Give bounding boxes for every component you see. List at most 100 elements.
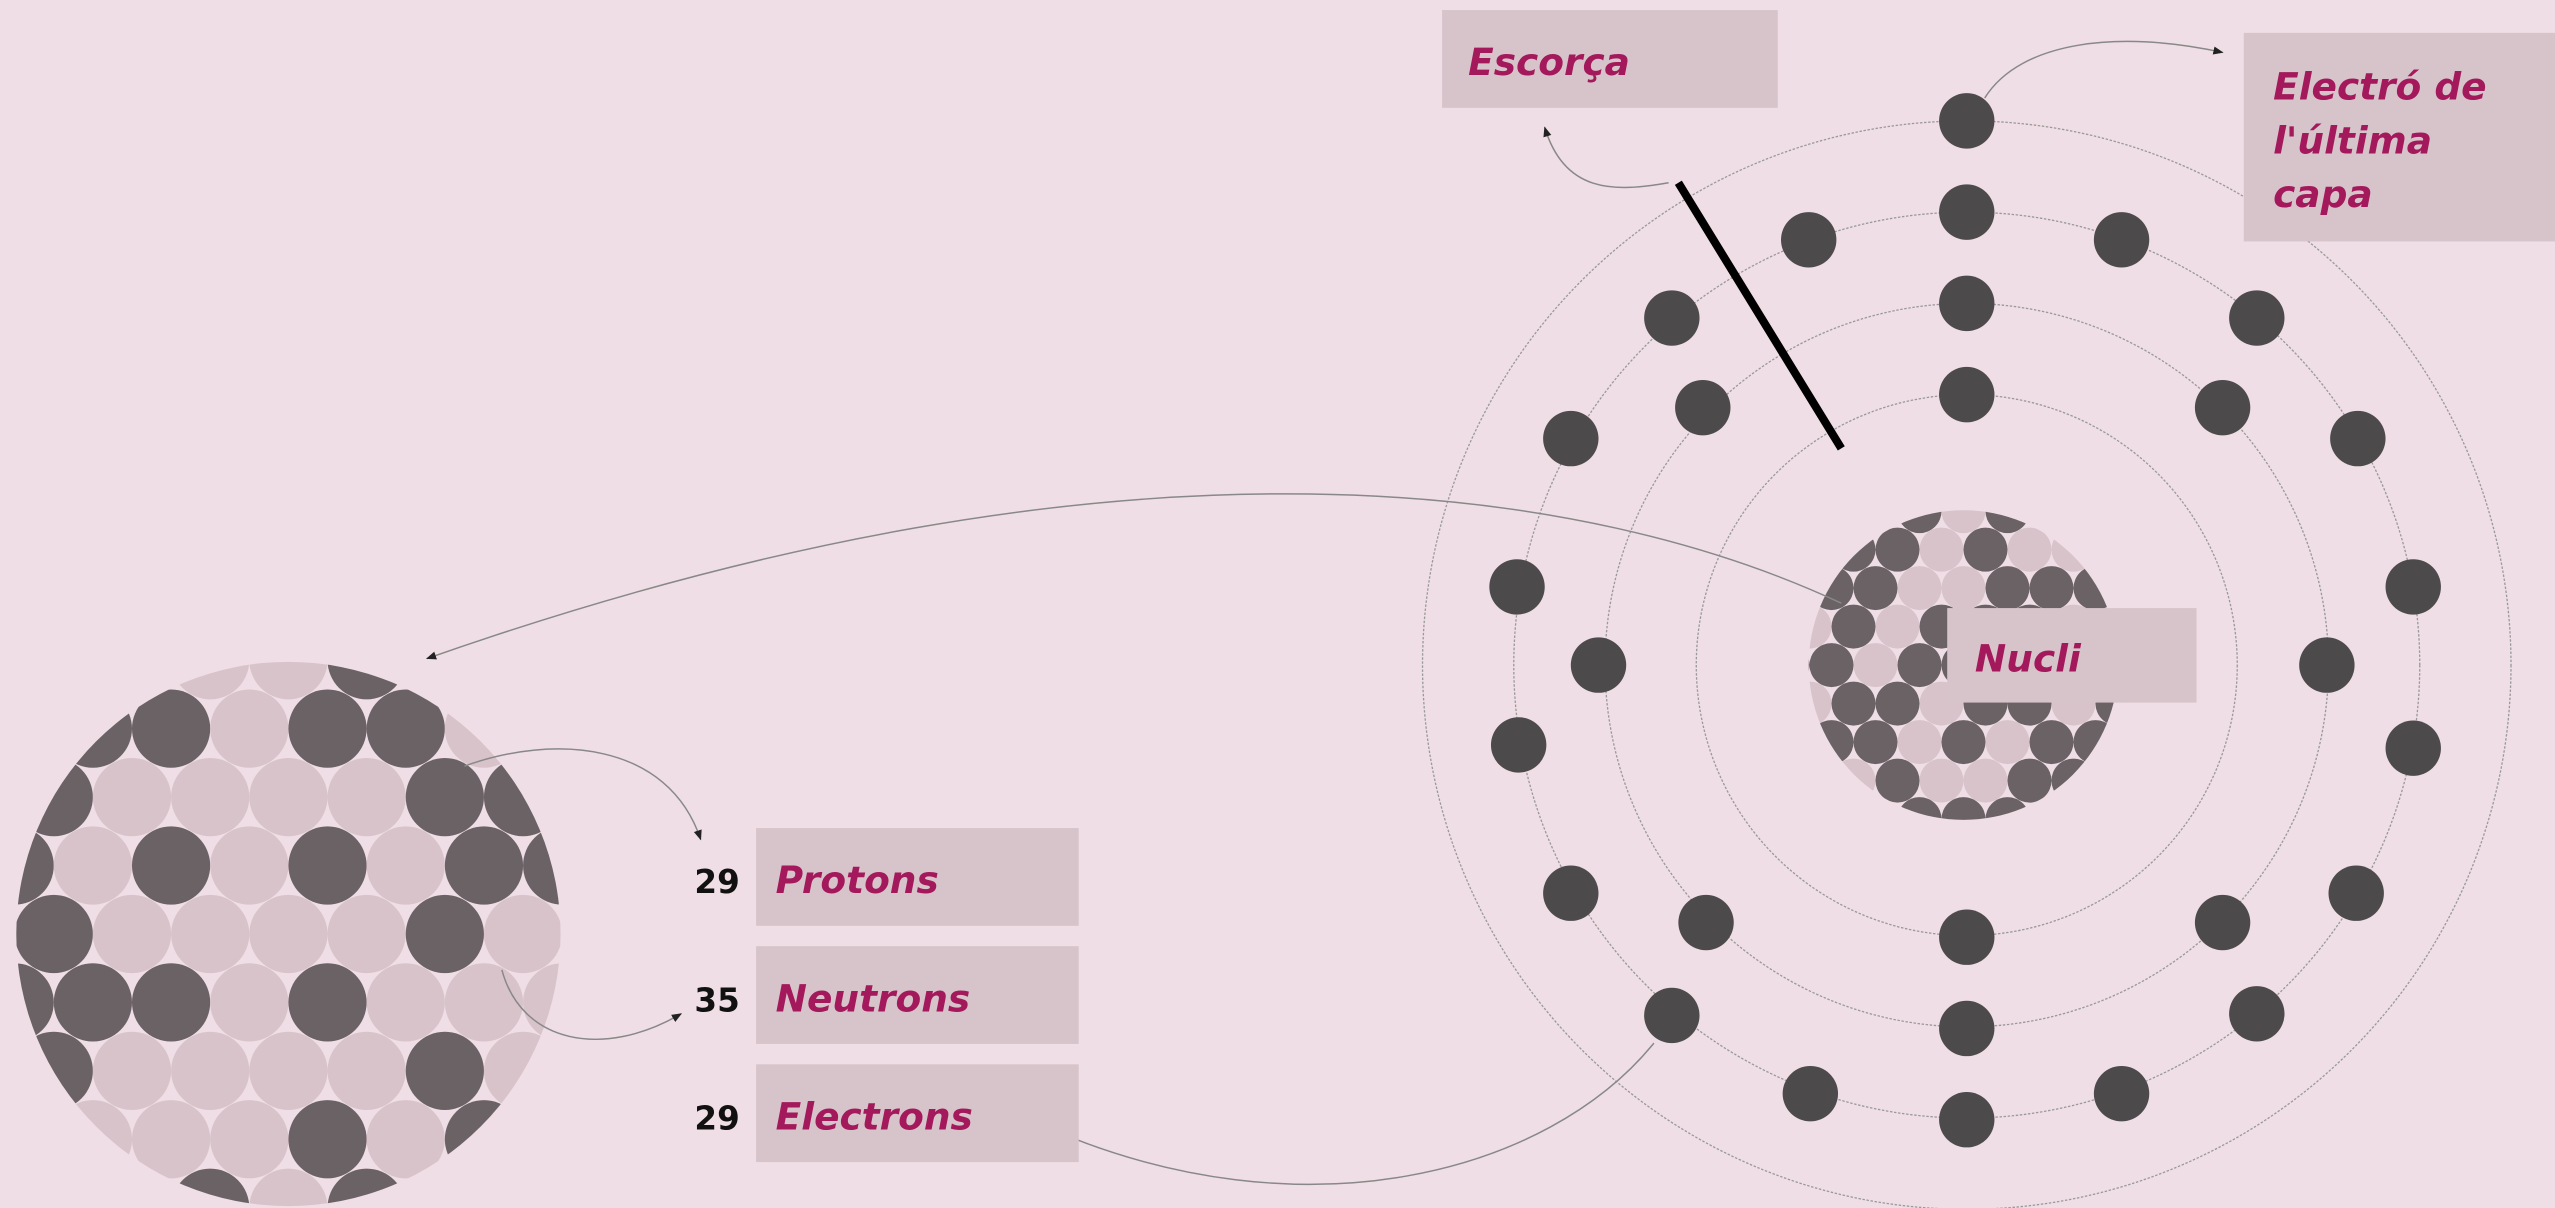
electron: [2194, 379, 2251, 436]
neutron: [92, 757, 172, 837]
proton: [366, 689, 445, 768]
proton: [1831, 604, 1876, 649]
electron: [2385, 559, 2441, 615]
label-box: [756, 1064, 1079, 1163]
neutron: [366, 826, 445, 905]
particle-count: 29: [694, 863, 739, 901]
proton: [1875, 681, 1920, 726]
proton: [2029, 566, 2074, 611]
proton: [16, 894, 93, 974]
proton: [405, 1031, 484, 1110]
neutron: [249, 1031, 328, 1110]
neutron: [53, 826, 132, 905]
neutron: [1853, 643, 1898, 688]
neutron: [1875, 604, 1920, 649]
neutron: [327, 757, 406, 837]
electron: [1678, 894, 1734, 951]
proton: [1985, 566, 2030, 611]
electrons: [1489, 93, 2441, 1148]
particle-list: 29 Protons 35 Neutrons 29 Electrons: [694, 828, 1079, 1163]
electron: [2385, 720, 2441, 776]
neutron: [444, 963, 524, 1042]
neutron: [1941, 510, 1986, 534]
neutron: [483, 894, 561, 974]
electron: [1939, 275, 1995, 332]
neutron: [171, 1031, 250, 1110]
electron: [1939, 93, 1995, 149]
label-box: [756, 828, 1079, 926]
particle-name: Protons: [776, 858, 939, 902]
electron: [1490, 717, 1547, 773]
proton: [1809, 643, 1854, 688]
neutron: [171, 894, 250, 974]
electron: [1675, 379, 1731, 436]
electron: [1781, 212, 1837, 268]
proton: [1963, 527, 2008, 572]
neutron: [249, 894, 328, 974]
proton: [288, 826, 367, 905]
nucleus-label: Nucli: [1975, 637, 2082, 681]
neutron: [249, 757, 328, 837]
electron: [1543, 410, 1599, 467]
neutron: [366, 1100, 445, 1179]
proton: [405, 757, 484, 837]
proton: [1875, 527, 1920, 572]
proton: [2007, 758, 2052, 803]
neutron: [523, 963, 561, 1042]
particle-name: Neutrons: [776, 976, 971, 1020]
electron: [1939, 909, 1995, 965]
electron-label: capa: [2273, 172, 2373, 216]
neutron: [92, 894, 172, 974]
neutron: [210, 963, 289, 1042]
neutron: [1919, 527, 1964, 572]
electron: [1939, 184, 1995, 240]
label-box: [1947, 608, 2197, 703]
proton: [131, 826, 211, 905]
electron: [1644, 290, 1700, 346]
neutron: [131, 1100, 211, 1179]
neutron: [92, 1031, 172, 1110]
electron-label: Electró de: [2273, 65, 2486, 109]
proton: [1831, 681, 1876, 726]
arrow: [1543, 126, 1669, 189]
particle-name: Electrons: [776, 1095, 973, 1139]
shell-pointer: [1674, 180, 1845, 451]
particle-count: 35: [694, 981, 739, 1019]
neutron: [210, 826, 289, 905]
particle-count: 29: [694, 1100, 739, 1138]
neutron: [327, 894, 406, 974]
neutron: [1985, 720, 2030, 765]
neutron: [1941, 566, 1986, 611]
electron: [1570, 637, 1627, 693]
neutron: [1897, 566, 1942, 611]
proton: [288, 963, 367, 1042]
proton: [1853, 566, 1898, 611]
proton: [131, 963, 211, 1042]
electron: [2093, 212, 2150, 268]
proton: [2029, 720, 2074, 765]
electron: [1939, 366, 1995, 423]
electron: [1782, 1065, 1839, 1122]
neutron: [327, 1031, 406, 1110]
arrow: [425, 493, 1842, 660]
neutron: [210, 689, 289, 768]
neutron: [249, 661, 328, 700]
electron: [2330, 410, 2386, 467]
arrow: [1984, 40, 2224, 99]
electron: [1644, 987, 1700, 1044]
electron: [2093, 1065, 2150, 1122]
proton: [405, 894, 484, 974]
proton: [1941, 720, 1986, 765]
arrow: [501, 969, 683, 1041]
neutron: [2007, 527, 2052, 572]
shell-label: Escorça: [1468, 40, 1630, 84]
arrow: [464, 748, 702, 841]
proton: [16, 826, 54, 905]
orbit: [1513, 211, 2421, 1119]
neutron: [171, 757, 250, 837]
neutron: [1963, 758, 2008, 803]
proton: [444, 826, 524, 905]
electron: [2328, 865, 2384, 921]
